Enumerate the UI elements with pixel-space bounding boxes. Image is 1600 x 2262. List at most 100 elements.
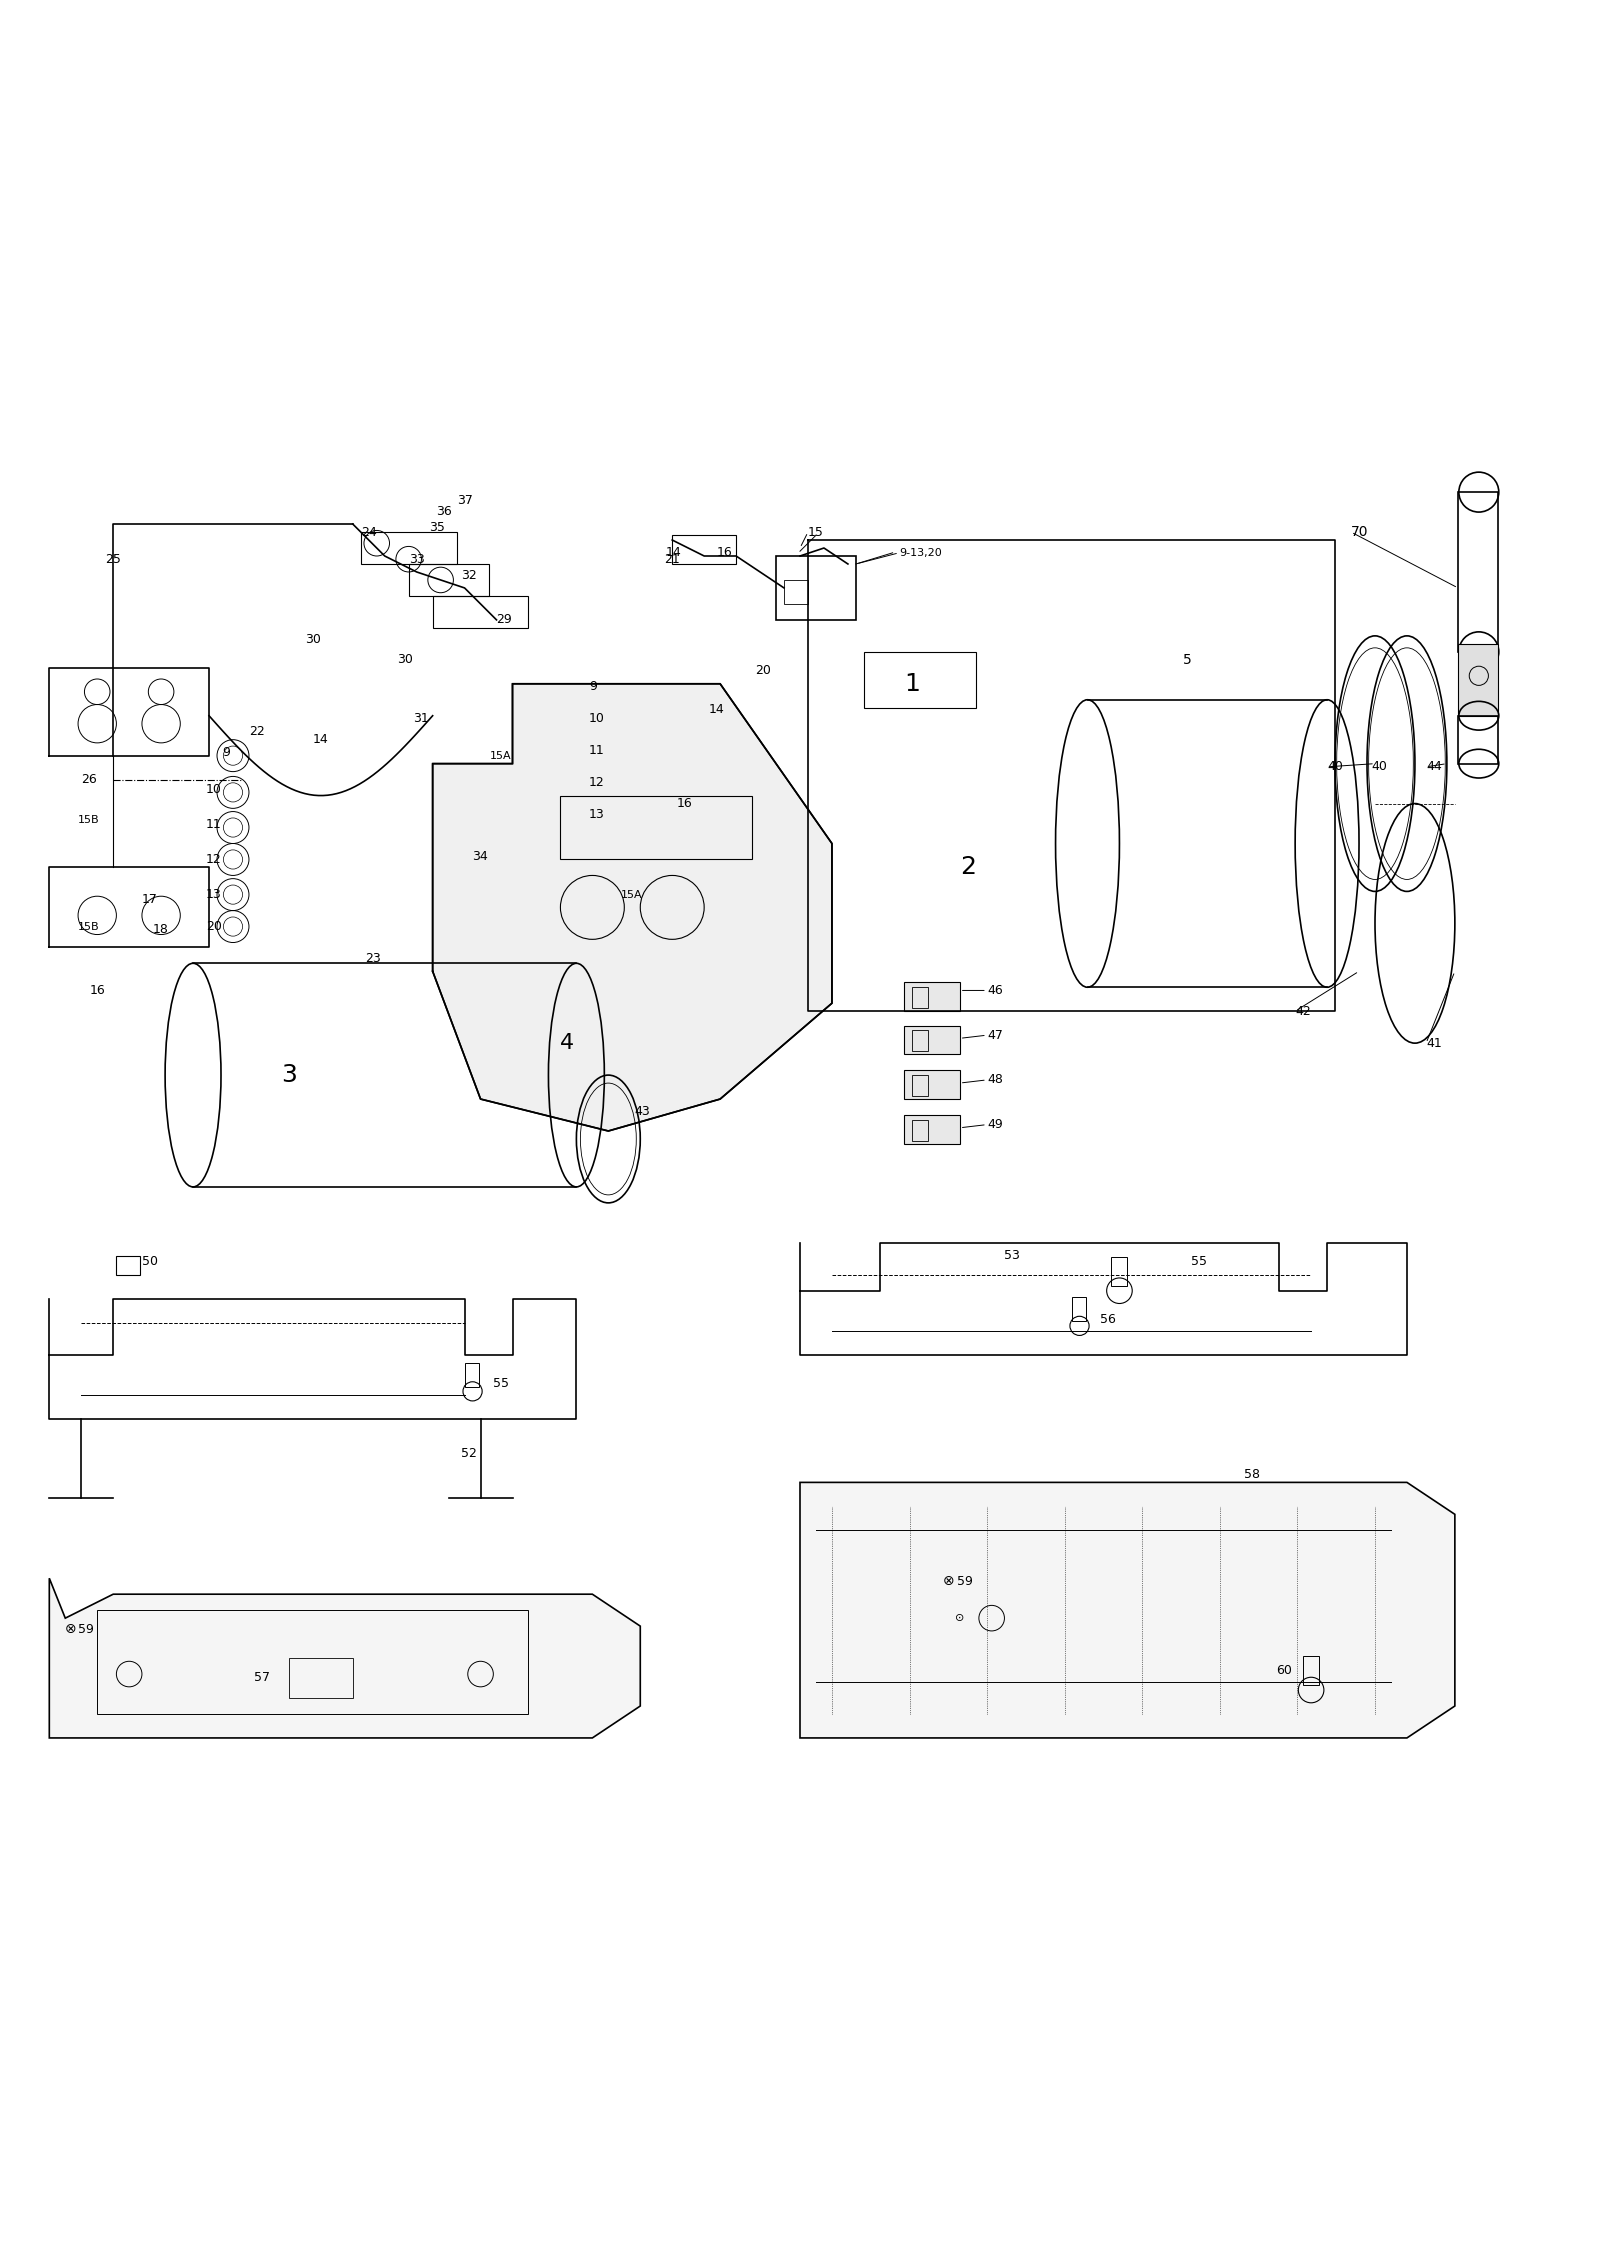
Text: 13: 13 [589,808,605,821]
Text: 10: 10 [589,713,605,726]
Text: 31: 31 [413,713,429,726]
Bar [1458,493,1498,651]
Text: 40: 40 [1371,760,1387,774]
Text: 32: 32 [461,568,477,581]
Text: 53: 53 [1005,1249,1021,1262]
Text: 24: 24 [360,525,376,538]
Text: 22: 22 [250,726,264,737]
Text: 20: 20 [755,665,771,679]
Bar [117,1255,141,1276]
Polygon shape [800,1482,1454,1737]
Text: 30: 30 [306,633,320,645]
Text: 17: 17 [142,893,158,905]
Text: 37: 37 [456,493,472,507]
Text: 55: 55 [1192,1255,1208,1269]
Text: 15A: 15A [621,889,643,900]
Bar [360,532,456,563]
Bar [776,556,856,620]
Bar [904,982,960,1011]
Text: 16: 16 [677,796,693,810]
Bar [290,1658,352,1699]
Text: 16: 16 [717,547,733,559]
Text: 41: 41 [1426,1036,1442,1050]
Bar [464,1362,478,1387]
Text: 50: 50 [142,1255,158,1269]
Text: 40: 40 [1326,760,1342,774]
Text: 15: 15 [808,525,824,538]
Text: 35: 35 [429,520,445,534]
Text: 58: 58 [1245,1468,1261,1482]
Bar [1302,1656,1318,1685]
Text: 46: 46 [987,984,1003,998]
Text: ⊙: ⊙ [955,1613,965,1624]
Text: ⊗: ⊗ [942,1574,954,1588]
Bar [912,1120,928,1140]
Bar [432,595,528,629]
Bar [912,986,928,1009]
Bar [1112,1258,1128,1285]
Text: 20: 20 [206,921,222,932]
Text: 43: 43 [634,1106,650,1117]
Text: 47: 47 [987,1029,1003,1043]
Text: 25: 25 [106,552,122,566]
Bar [672,536,736,563]
Text: 16: 16 [90,984,106,998]
Text: 1: 1 [904,672,920,697]
Text: 11: 11 [206,819,221,830]
Text: 13: 13 [206,889,221,900]
Text: 15B: 15B [78,921,99,932]
Polygon shape [50,1579,640,1737]
Bar [904,1115,960,1145]
Text: 29: 29 [496,613,512,627]
Text: 12: 12 [589,776,605,789]
Text: 15B: 15B [78,814,99,826]
Bar [1458,715,1498,765]
Bar [1458,645,1498,715]
Text: 9-13,20: 9-13,20 [899,547,942,559]
Text: 30: 30 [397,654,413,667]
Text: 9: 9 [589,681,597,694]
Text: 11: 11 [589,744,605,758]
Text: 4: 4 [560,1034,574,1054]
Text: 23: 23 [365,952,381,966]
Text: 60: 60 [1275,1665,1291,1678]
Bar [408,563,488,595]
Text: 48: 48 [987,1074,1003,1086]
Text: 59: 59 [78,1622,94,1635]
Text: 36: 36 [435,504,451,518]
Text: 21: 21 [664,552,680,566]
Text: 14: 14 [314,733,328,746]
Text: 44: 44 [1426,760,1442,774]
Text: 57: 57 [254,1672,270,1683]
Text: 12: 12 [206,853,221,866]
Text: 59: 59 [957,1574,973,1588]
Text: 55: 55 [493,1378,509,1389]
Text: 33: 33 [408,552,424,566]
Text: 49: 49 [987,1117,1003,1131]
Text: 42: 42 [1294,1004,1310,1018]
Text: 2: 2 [960,855,976,880]
Bar [784,579,808,604]
Bar [98,1611,528,1715]
Text: 3: 3 [282,1063,296,1088]
Bar [912,1074,928,1095]
Bar [912,1031,928,1052]
Text: 14: 14 [666,547,682,559]
Text: 5: 5 [1184,654,1192,667]
Text: 26: 26 [82,774,98,787]
Text: 70: 70 [1350,525,1368,538]
Bar [904,1070,960,1099]
Text: 34: 34 [472,851,488,862]
Bar [1072,1296,1086,1321]
Polygon shape [432,683,832,1131]
Text: 18: 18 [154,923,170,936]
Bar [560,796,752,860]
Bar [864,651,976,708]
Text: 14: 14 [709,703,725,715]
Text: 56: 56 [1101,1312,1117,1326]
Bar [904,1025,960,1054]
Text: 15A: 15A [490,751,512,760]
Text: 52: 52 [461,1448,477,1461]
Text: 9: 9 [222,746,230,760]
Text: ⊗: ⊗ [64,1622,75,1635]
